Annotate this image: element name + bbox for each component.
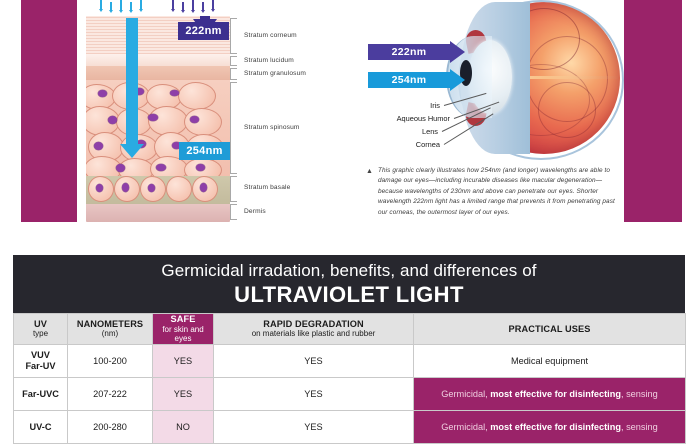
- header-sub: on materials like plastic and rubber: [251, 329, 376, 339]
- uv-type-line2: Far-UV: [25, 361, 56, 371]
- uses-pre: Germicidal,: [441, 389, 488, 399]
- uses-bold: most effective for disinfecting: [490, 422, 621, 432]
- cell-uv-type: UV-C: [13, 410, 68, 444]
- 254nm-beam-arrowhead: [120, 144, 144, 158]
- bracket-basale: [230, 176, 237, 202]
- bracket-lucidum: [230, 56, 237, 66]
- caption-caret-icon: ▲: [366, 168, 373, 175]
- header-main: RAPID DEGRADATION: [263, 318, 364, 329]
- uv-comparison-table-panel: Germicidal irradation, benefits, and dif…: [13, 255, 686, 444]
- uv-rays-group: [86, 0, 230, 16]
- table-banner: Germicidal irradation, benefits, and dif…: [13, 255, 685, 313]
- layer-dermis: [86, 204, 230, 222]
- caption-text: This graphic clearly illustrates how 254…: [378, 167, 615, 216]
- 222nm-arrow-label: 222nm: [368, 44, 450, 60]
- label-stratum-basale: Stratum basale: [244, 184, 291, 191]
- skin-cross-section-diagram: 222nm 254nm: [86, 0, 230, 222]
- header-sub: (nm): [101, 329, 119, 339]
- cell-nanometers: 207-222: [67, 377, 153, 411]
- bracket-dermis: [230, 204, 237, 220]
- cell-uv-type: Far-UVC: [13, 377, 68, 411]
- cell-nanometers: 100-200: [67, 344, 153, 378]
- uses-bold: most effective for disinfecting: [490, 389, 621, 399]
- table-row: Far-UVC 207-222 YES YES Germicidal, most…: [13, 377, 686, 411]
- header-main: SAFE: [170, 314, 196, 325]
- bracket-granulosum: [230, 68, 237, 80]
- table-header-row: UV type NANOMETERS (nm) SAFE for skin an…: [13, 313, 686, 345]
- bracket-spinosum: [230, 82, 237, 174]
- eye-diagram-caption: ▲ This graphic clearly illustrates how 2…: [366, 166, 616, 218]
- cell-rapid-degradation: YES: [213, 344, 414, 378]
- header-sub: for skin and eyes: [162, 324, 204, 344]
- header-sub: type: [32, 329, 49, 339]
- cell-rapid-degradation: YES: [213, 377, 414, 411]
- label-stratum-lucidum: Stratum lucidum: [244, 57, 294, 64]
- column-header-nanometers: NANOMETERS (nm): [67, 313, 153, 345]
- column-header-safe: SAFE for skin and eyes: [152, 313, 214, 345]
- 254nm-beam: [126, 18, 138, 146]
- bracket-corneum: [230, 18, 237, 54]
- right-accent-bar: [624, 0, 682, 222]
- layer-stratum-granulosum: [86, 66, 230, 80]
- uv-illustration-panel: 222nm 254nm Stratum corneum Stratum luci…: [21, 0, 682, 222]
- cell-safe: YES: [152, 377, 214, 411]
- uses-pre: Germicidal,: [441, 422, 488, 432]
- 222nm-badge: 222nm: [178, 22, 229, 40]
- uses-post: , sensing: [620, 389, 658, 399]
- column-header-rapid-degradation: RAPID DEGRADATION on materials like plas…: [213, 313, 414, 345]
- 254nm-arrow-label: 254nm: [368, 72, 450, 88]
- 222nm-arrow: 222nm: [368, 41, 465, 63]
- uses-post: , sensing: [620, 422, 658, 432]
- eye-cross-section-diagram: 222nm 254nm Iris Aqueous Humor Lens Corn…: [360, 0, 624, 168]
- cell-practical-uses: Medical equipment: [413, 344, 686, 378]
- cell-practical-uses: Germicidal, most effective for disinfect…: [413, 410, 686, 444]
- header-main: UV: [34, 318, 47, 329]
- label-dermis: Dermis: [244, 208, 266, 215]
- label-stratum-granulosum: Stratum granulosum: [244, 70, 307, 77]
- header-main: NANOMETERS: [76, 318, 144, 329]
- layer-stratum-basale: [86, 176, 230, 204]
- left-accent-bar: [21, 0, 77, 222]
- label-cornea: Cornea: [415, 140, 440, 149]
- label-stratum-corneum: Stratum corneum: [244, 32, 297, 39]
- label-aqueous-humor: Aqueous Humor: [396, 114, 450, 123]
- 254nm-badge: 254nm: [179, 142, 230, 160]
- banner-subtitle: Germicidal irradation, benefits, and dif…: [161, 260, 537, 280]
- skin-layers: [86, 16, 230, 222]
- 254nm-arrow: 254nm: [368, 69, 465, 91]
- skin-layer-labels: Stratum corneum Stratum lucidum Stratum …: [230, 16, 350, 222]
- label-lens: Lens: [421, 127, 438, 136]
- table-row: VUV Far-UV 100-200 YES YES Medical equip…: [13, 344, 686, 378]
- layer-stratum-spinosum: [86, 80, 230, 182]
- cell-safe: NO: [152, 410, 214, 444]
- header-main: PRACTICAL USES: [508, 323, 591, 334]
- cell-safe: YES: [152, 344, 214, 378]
- column-header-practical-uses: PRACTICAL USES: [413, 313, 686, 345]
- column-header-uv-type: UV type: [13, 313, 68, 345]
- uv-type-line1: VUV: [31, 350, 50, 361]
- banner-title: ULTRAVIOLET LIGHT: [234, 281, 464, 307]
- cell-nanometers: 200-280: [67, 410, 153, 444]
- label-stratum-spinosum: Stratum spinosum: [244, 124, 300, 131]
- 222nm-arrow-head: [450, 41, 465, 63]
- cell-rapid-degradation: YES: [213, 410, 414, 444]
- uv-comparison-table: UV type NANOMETERS (nm) SAFE for skin an…: [13, 313, 686, 444]
- 254nm-arrow-head: [450, 69, 465, 91]
- layer-stratum-lucidum: [86, 54, 230, 66]
- table-row: UV-C 200-280 NO YES Germicidal, most eff…: [13, 410, 686, 444]
- cell-uv-type: VUV Far-UV: [13, 344, 68, 378]
- cell-practical-uses: Germicidal, most effective for disinfect…: [413, 377, 686, 411]
- label-iris: Iris: [430, 101, 440, 110]
